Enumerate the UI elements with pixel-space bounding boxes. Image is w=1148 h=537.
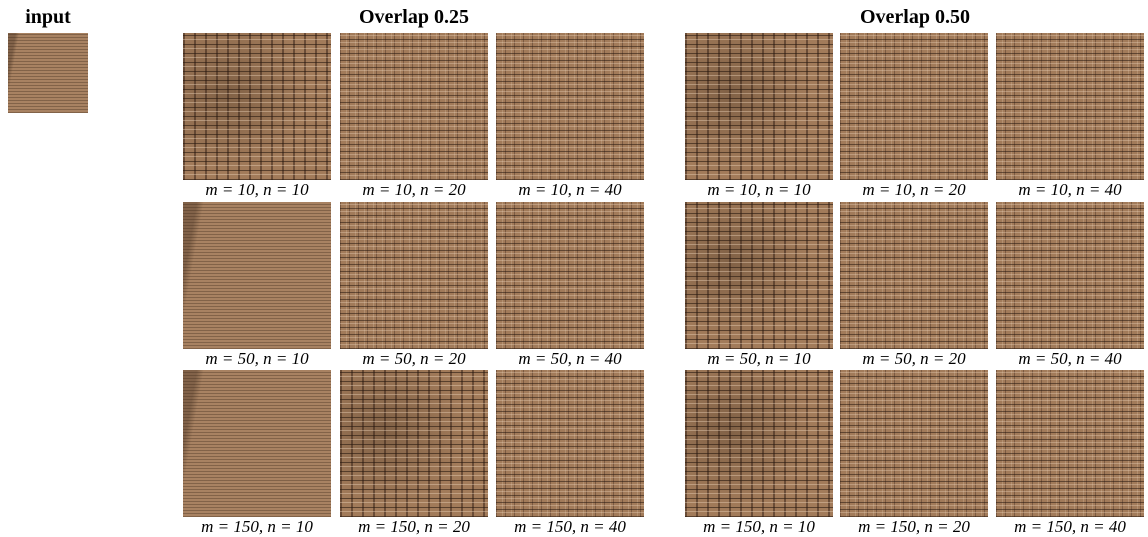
synthesized-texture xyxy=(996,33,1144,180)
input-label: input xyxy=(8,6,88,29)
synthesized-texture xyxy=(840,202,988,349)
synthesized-texture xyxy=(340,33,488,180)
synthesized-texture xyxy=(496,370,644,517)
caption: m = 50, n = 40 xyxy=(990,349,1148,369)
caption: m = 10, n = 40 xyxy=(990,180,1148,200)
synthesized-texture xyxy=(496,202,644,349)
synthesized-texture xyxy=(340,370,488,517)
synthesized-texture xyxy=(996,370,1144,517)
synthesized-texture xyxy=(685,33,833,180)
synthesized-texture xyxy=(183,370,331,517)
group-title: Overlap 0.25 xyxy=(183,6,645,29)
synthesized-texture xyxy=(496,33,644,180)
synthesized-texture xyxy=(685,370,833,517)
input-texture xyxy=(8,33,88,113)
synthesized-texture xyxy=(685,202,833,349)
caption: m = 150, n = 40 xyxy=(490,517,650,537)
synthesized-texture xyxy=(340,202,488,349)
caption: m = 150, n = 40 xyxy=(990,517,1148,537)
caption: m = 10, n = 20 xyxy=(334,180,494,200)
caption: m = 10, n = 10 xyxy=(679,180,839,200)
synthesized-texture xyxy=(183,202,331,349)
caption: m = 50, n = 40 xyxy=(490,349,650,369)
caption: m = 10, n = 40 xyxy=(490,180,650,200)
caption: m = 150, n = 20 xyxy=(334,517,494,537)
caption: m = 10, n = 10 xyxy=(177,180,337,200)
synthesized-texture xyxy=(183,33,331,180)
synthesized-texture xyxy=(840,370,988,517)
group-title: Overlap 0.50 xyxy=(685,6,1145,29)
synthesized-texture xyxy=(996,202,1144,349)
caption: m = 50, n = 10 xyxy=(679,349,839,369)
caption: m = 150, n = 10 xyxy=(679,517,839,537)
caption: m = 150, n = 20 xyxy=(834,517,994,537)
caption: m = 50, n = 10 xyxy=(177,349,337,369)
caption: m = 50, n = 20 xyxy=(334,349,494,369)
caption: m = 50, n = 20 xyxy=(834,349,994,369)
caption: m = 10, n = 20 xyxy=(834,180,994,200)
synthesized-texture xyxy=(840,33,988,180)
caption: m = 150, n = 10 xyxy=(177,517,337,537)
figure: input Overlap 0.25 Overlap 0.50 m = 10, … xyxy=(0,0,1148,537)
